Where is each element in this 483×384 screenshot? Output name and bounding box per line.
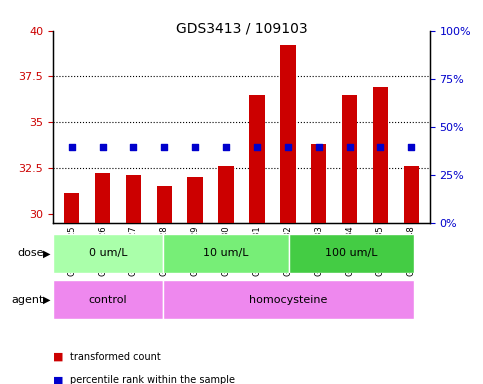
- Bar: [64, 194, 79, 384]
- Bar: [218, 166, 234, 384]
- Point: [408, 144, 415, 150]
- Point: [377, 144, 384, 150]
- Text: 0 um/L: 0 um/L: [89, 248, 128, 258]
- Point: [99, 144, 106, 150]
- Point: [129, 144, 137, 150]
- Bar: [187, 177, 203, 384]
- Bar: [126, 175, 141, 384]
- Text: 100 um/L: 100 um/L: [325, 248, 378, 258]
- Point: [253, 144, 261, 150]
- Bar: [280, 45, 296, 384]
- FancyBboxPatch shape: [53, 280, 163, 319]
- Bar: [404, 166, 419, 384]
- Text: ▶: ▶: [43, 295, 51, 305]
- Text: 10 um/L: 10 um/L: [203, 248, 249, 258]
- Bar: [156, 186, 172, 384]
- Bar: [249, 95, 265, 384]
- Text: dose: dose: [17, 248, 43, 258]
- Bar: [342, 95, 357, 384]
- Point: [160, 144, 168, 151]
- Point: [315, 144, 323, 151]
- Point: [222, 144, 230, 150]
- Text: agent: agent: [11, 295, 43, 305]
- FancyBboxPatch shape: [163, 234, 289, 273]
- Point: [346, 144, 354, 150]
- Text: ▶: ▶: [43, 248, 51, 258]
- Bar: [373, 88, 388, 384]
- Text: transformed count: transformed count: [70, 352, 161, 362]
- Text: ■: ■: [53, 352, 67, 362]
- Text: homocysteine: homocysteine: [249, 295, 328, 305]
- Text: GDS3413 / 109103: GDS3413 / 109103: [176, 21, 307, 35]
- Text: ■: ■: [53, 375, 67, 384]
- Text: percentile rank within the sample: percentile rank within the sample: [70, 375, 235, 384]
- Text: control: control: [89, 295, 128, 305]
- FancyBboxPatch shape: [163, 280, 414, 319]
- Point: [68, 144, 75, 150]
- Point: [191, 144, 199, 150]
- FancyBboxPatch shape: [289, 234, 414, 273]
- Bar: [95, 173, 110, 384]
- FancyBboxPatch shape: [53, 234, 163, 273]
- Point: [284, 144, 292, 150]
- Bar: [311, 144, 327, 384]
